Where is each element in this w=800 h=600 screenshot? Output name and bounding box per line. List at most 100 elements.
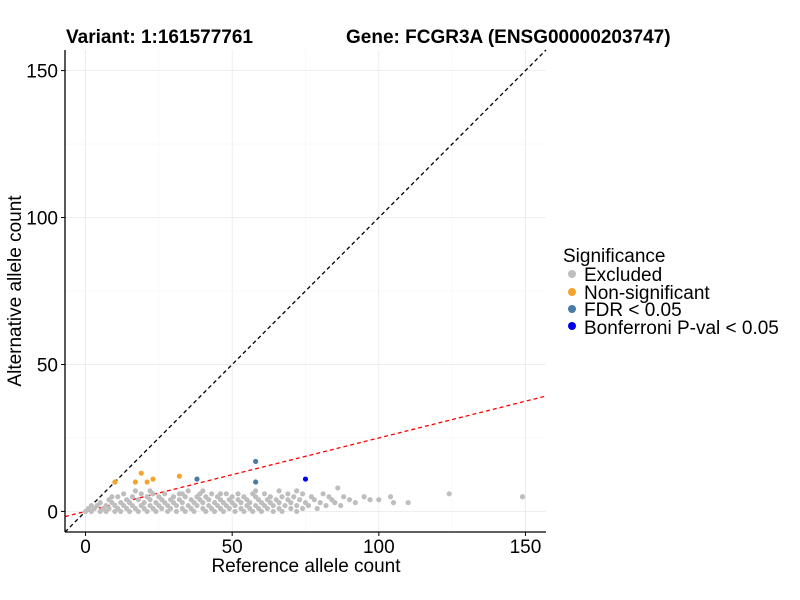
data-point [270,508,276,515]
legend-swatch-fdr [568,305,576,313]
data-point [299,491,306,497]
data-point [141,500,147,506]
data-point [173,502,180,509]
data-point [203,508,209,515]
data-point [288,505,294,512]
data-point [200,500,206,506]
legend-label-bonferroni: Bonferroni P-val < 0.05 [584,318,779,339]
data-point [288,500,294,506]
data-point [194,476,200,482]
data-point [390,500,397,506]
data-point [232,502,238,509]
data-point [267,494,273,500]
data-point [314,505,320,512]
data-point [387,494,394,500]
data-point [223,491,229,497]
data-point [121,491,127,497]
data-point [367,497,373,503]
data-point [170,494,177,500]
data-point [323,502,329,509]
data-point [97,500,103,506]
x-tick-label: 0 [80,537,91,558]
data-points [82,458,526,515]
data-point [253,458,259,465]
data-point [132,488,138,494]
data-point [220,508,226,515]
data-point [352,500,358,506]
data-point [126,508,133,515]
series-fdr-0-05 [194,458,259,485]
data-point [241,508,247,515]
data-point [341,494,347,500]
data-point [332,500,338,506]
y-axis-ticks: 0 50 100 150 [26,62,65,523]
data-point [299,505,306,512]
data-point [376,497,382,503]
data-point [232,508,238,515]
data-point [209,491,215,497]
data-point [264,505,270,512]
reference-lines [64,49,547,533]
data-point [176,473,182,479]
data-point [311,497,317,503]
x-tick-label: 150 [510,537,542,558]
data-point [335,485,341,491]
data-point [206,497,212,503]
legend-item-excluded: Excluded [568,265,662,286]
data-point [279,494,285,500]
legend-item-bonferroni: Bonferroni P-val < 0.05 [568,318,779,339]
data-point [138,470,144,476]
gene-title: Gene: FCGR3A (ENSG00000203747) [346,27,671,48]
expected-ratio-line [64,395,547,518]
data-point [191,508,197,515]
data-point [118,508,124,515]
data-point [135,508,141,515]
data-point [320,491,326,497]
data-point [167,505,174,512]
data-point [106,505,112,512]
data-point [285,491,291,497]
data-point [519,494,526,500]
data-point [229,494,235,500]
x-axis-title: Reference allele count [211,556,401,577]
data-point [185,488,191,494]
data-point [135,497,141,503]
data-point [317,500,323,506]
data-point [217,491,224,497]
data-point [226,505,232,512]
x-tick-label: 100 [363,537,395,558]
x-tick-label: 50 [222,537,243,558]
variant-title: Variant: 1:161577761 [66,27,253,48]
series-bonferroni-p-val-0-05 [302,476,309,482]
y-tick-label: 150 [26,62,58,83]
data-point [446,491,452,497]
data-point [235,491,241,497]
data-point [338,502,344,509]
data-point [147,488,153,494]
data-point [305,502,312,509]
legend-swatch-bonferroni [568,322,576,330]
data-point [173,508,180,515]
data-point [276,500,282,506]
identity-line [64,49,547,533]
data-point [115,494,121,500]
legend-swatch-non-significant [568,288,576,296]
legend-item-non-significant: Non-significant [568,283,710,304]
data-point [276,488,282,494]
data-point [200,488,206,494]
data-point [144,508,150,515]
data-point [361,494,367,500]
data-point [179,500,185,506]
x-axis-ticks: 0 50 100 150 [80,532,541,558]
data-point [150,476,156,482]
data-point [129,494,136,500]
data-point [88,502,94,509]
data-point [270,502,276,509]
data-point [302,476,309,482]
data-point [159,505,165,512]
data-point [291,494,297,500]
data-point [144,479,150,485]
data-point [279,508,285,515]
legend: Significance Excluded Non-significant FD… [563,246,779,339]
